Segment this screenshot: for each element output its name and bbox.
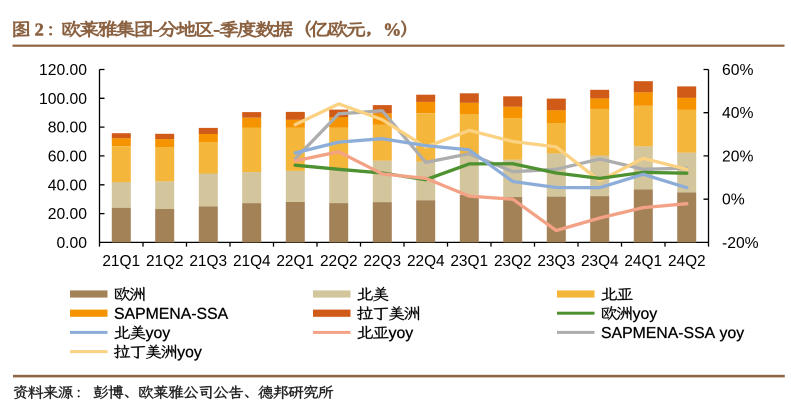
svg-text:0%: 0% [722,192,745,209]
svg-text:23Q3: 23Q3 [537,253,575,270]
svg-text:21Q2: 21Q2 [146,253,184,270]
svg-text:100.00: 100.00 [39,91,87,108]
svg-text:22Q2: 22Q2 [320,253,358,270]
svg-text:23Q2: 23Q2 [494,253,532,270]
svg-text:120.00: 120.00 [39,62,87,79]
svg-text:21Q4: 21Q4 [233,253,271,270]
svg-text:22Q1: 22Q1 [276,253,314,270]
svg-text:23Q4: 23Q4 [581,253,619,270]
svg-text:23Q1: 23Q1 [450,253,488,270]
svg-text:21Q1: 21Q1 [102,253,140,270]
svg-text:24Q1: 24Q1 [624,253,662,270]
svg-text:-20%: -20% [722,235,759,252]
svg-text:40%: 40% [722,105,753,122]
svg-text:22Q3: 22Q3 [363,253,401,270]
svg-text:60.00: 60.00 [48,148,88,165]
svg-text:0.00: 0.00 [56,235,87,252]
svg-text:80.00: 80.00 [48,120,88,137]
svg-text:22Q4: 22Q4 [407,253,445,270]
svg-text:20.00: 20.00 [48,206,88,223]
svg-text:24Q2: 24Q2 [668,253,706,270]
svg-text:40.00: 40.00 [48,177,88,194]
svg-text:20%: 20% [722,148,753,165]
svg-text:21Q3: 21Q3 [189,253,227,270]
svg-text:60%: 60% [722,62,753,79]
